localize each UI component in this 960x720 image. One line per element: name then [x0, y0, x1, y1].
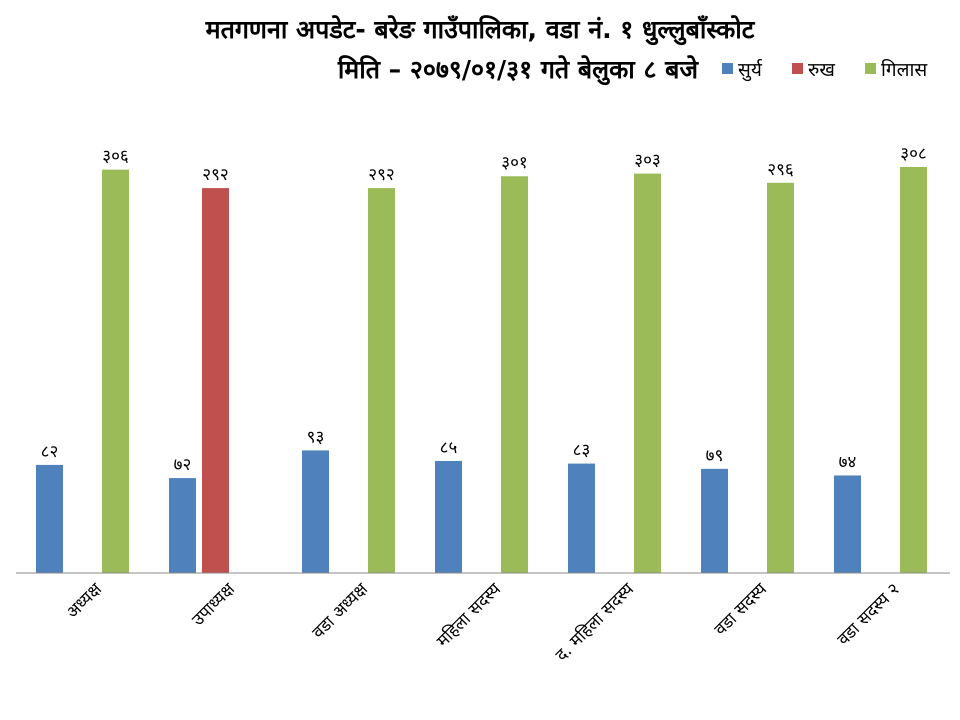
data-label-2-2: २९२: [202, 165, 229, 185]
bar-3-5: [634, 173, 661, 573]
bar-1-4: [435, 460, 462, 573]
data-label-1-4: ८५: [440, 438, 458, 458]
x-tick-label-7: वडा सदस्य २: [834, 579, 904, 649]
chart-subtitle: मिति – २०७९/०१/३१ गते बेलुका ८ बजे: [337, 55, 700, 86]
bar-labels: ८२ ७२ ९३ ८५ ८३ ७९ ७४ २९२ ३०६ २९२ ३०१ ३०३ २९६ ३०८: [41, 144, 927, 475]
bar-3-1: [102, 169, 129, 574]
legend-label-3: गिलास: [881, 58, 928, 81]
data-label-3-7: ३०८: [900, 144, 927, 164]
data-label-1-5: ८३: [573, 441, 591, 461]
legend-swatch-3: [865, 63, 876, 74]
bars: [36, 167, 927, 574]
bar-1-7: [834, 475, 861, 573]
x-tick-label-4: महिला सदस्य: [432, 578, 506, 652]
bar-1-2: [169, 478, 196, 573]
data-label-1-3: ९३: [307, 427, 325, 447]
data-label-1-2: ७२: [174, 455, 192, 475]
legend-swatch-2: [792, 63, 803, 74]
x-tick-label-3: वडा अध्यक्ष: [309, 579, 373, 643]
bar-3-3: [368, 188, 395, 573]
legend-label-1: सुर्य: [738, 58, 763, 82]
data-label-3-4: ३०१: [501, 153, 528, 173]
x-tick-label-6: वडा सदस्य: [711, 579, 772, 640]
bar-1-5: [568, 463, 595, 573]
legend-label-2: रुख: [808, 59, 835, 81]
x-tick-labels: अध्यक्ष उपाध्यक्ष वडा अध्यक्ष महिला सदस्य द.…: [63, 578, 904, 666]
chart-title: मतगणना अपडेट- बरेङ गाउँपालिका, वडा नं. १…: [205, 15, 756, 46]
bar-1-3: [302, 450, 329, 573]
legend: सुर्य रुख गिलास: [722, 58, 928, 82]
bar-3-7: [900, 167, 927, 573]
bar-3-4: [501, 176, 528, 573]
data-label-1-7: ७४: [839, 452, 857, 472]
x-tick-label-2: उपाध्यक्ष: [188, 579, 239, 630]
data-label-3-5: ३०३: [634, 151, 661, 171]
data-label-1-1: ८२: [41, 442, 59, 462]
legend-swatch-1: [722, 63, 733, 74]
data-label-1-6: ७९: [706, 446, 724, 466]
data-label-3-6: २९६: [767, 160, 794, 180]
x-tick-label-1: अध्यक्ष: [63, 579, 107, 623]
bar-2-2: [202, 188, 229, 573]
data-label-3-1: ३०६: [102, 147, 129, 167]
x-tick-label-5: द. महिला सदस्य: [551, 578, 639, 666]
bar-1-6: [701, 468, 728, 573]
bar-3-6: [767, 182, 794, 573]
bar-1-1: [36, 464, 63, 573]
data-label-3-3: २९२: [368, 165, 395, 185]
